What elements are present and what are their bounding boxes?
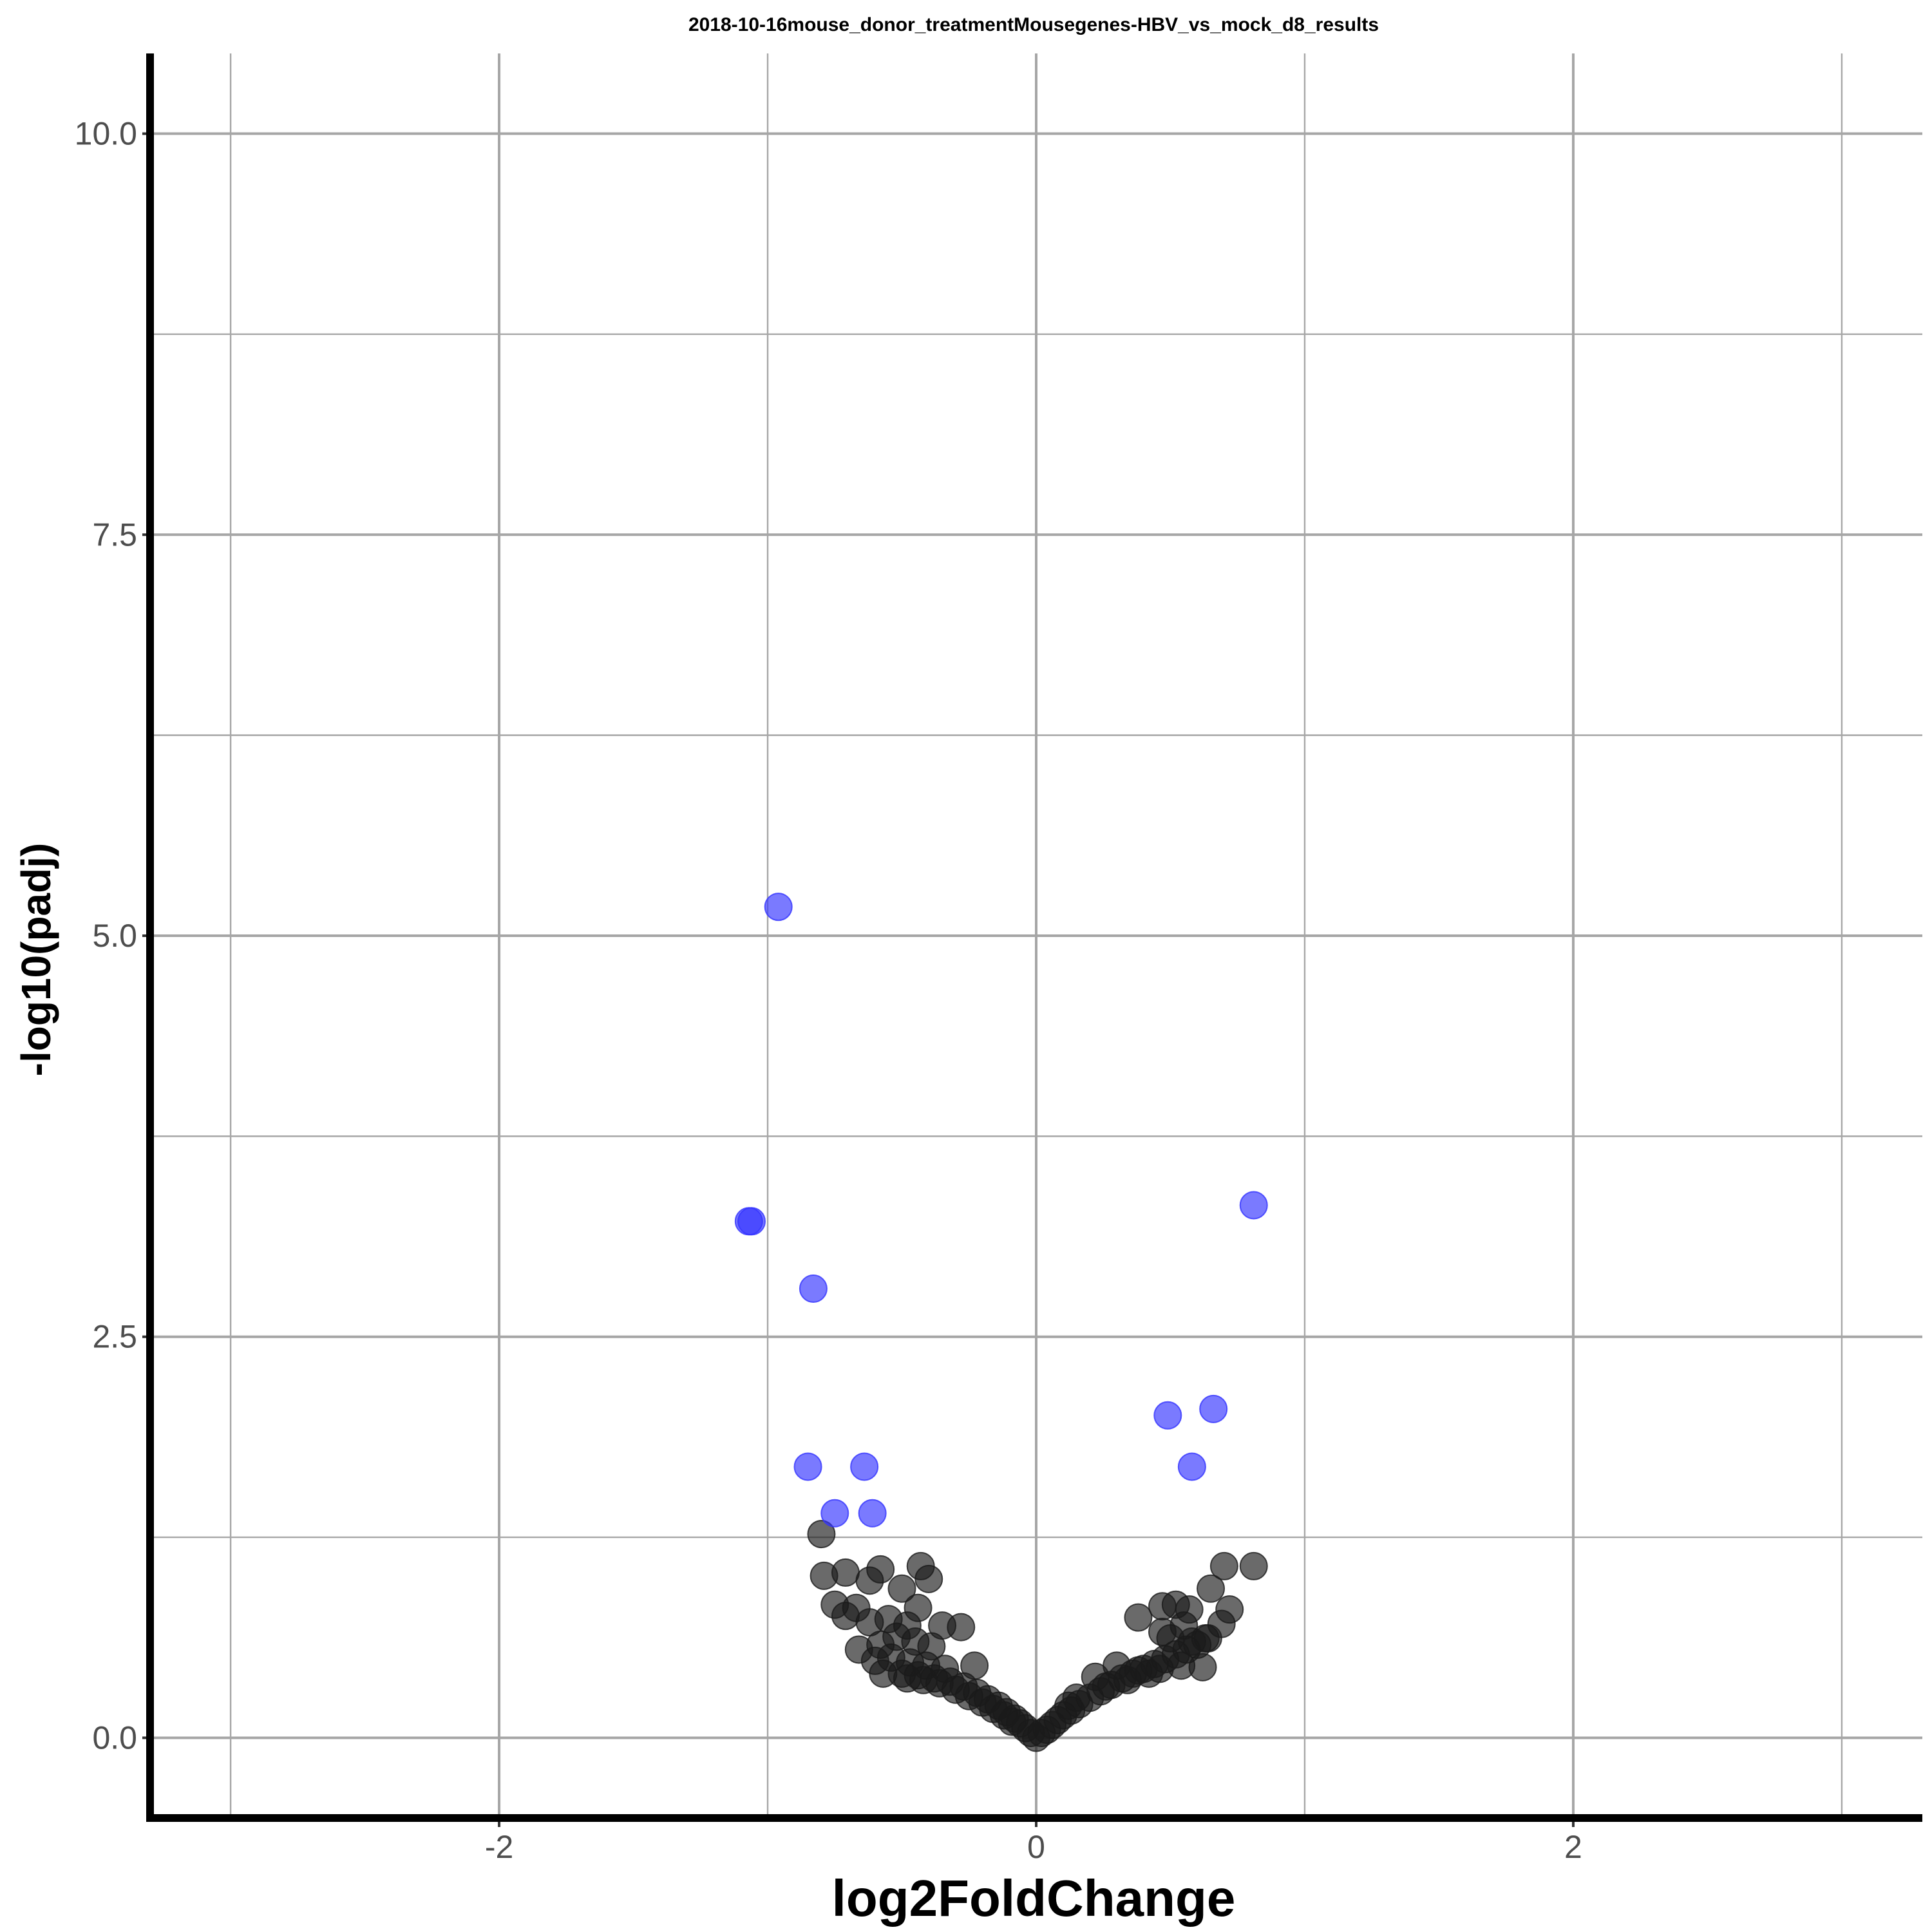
point (866, 1555, 895, 1584)
point (1209, 1551, 1238, 1580)
x-tick-label: -2 (485, 1829, 513, 1865)
grid-lines (150, 53, 1922, 1818)
significant-point (799, 1274, 828, 1303)
point (998, 1707, 1027, 1736)
x-tick-label: 2 (1564, 1829, 1582, 1865)
axes (146, 53, 1922, 1822)
significant-point (764, 893, 793, 922)
point (1135, 1659, 1164, 1688)
tick-labels: 0.0 2.5 5.0 7.5 10.0 -2 0 2 (75, 116, 1582, 1865)
point (947, 1613, 976, 1642)
y-tick-label: 7.5 (92, 516, 137, 553)
significant-point (850, 1452, 879, 1481)
point (887, 1574, 916, 1603)
point (831, 1602, 860, 1631)
y-tick-label: 10.0 (75, 116, 137, 152)
point (1188, 1653, 1217, 1681)
x-tick-label: 0 (1027, 1829, 1045, 1865)
point (914, 1564, 943, 1593)
point (1215, 1595, 1244, 1624)
point (807, 1520, 836, 1549)
significant-point (1177, 1452, 1206, 1481)
significant-point (1199, 1394, 1228, 1423)
significant-point (793, 1452, 822, 1481)
significant-point (737, 1207, 766, 1236)
point (1170, 1611, 1198, 1640)
significant-point (1239, 1191, 1268, 1220)
significant-point (1153, 1401, 1182, 1430)
y-tick-label: 2.5 (92, 1319, 137, 1355)
y-axis-label: -log10(padj) (13, 843, 59, 1077)
point (1239, 1551, 1268, 1580)
chart-title: 2018-10-16mouse_donor_treatmentMousegene… (688, 14, 1379, 35)
y-tick-label: 0.0 (92, 1719, 137, 1756)
x-axis-label: log2FoldChange (832, 1870, 1236, 1927)
point (1124, 1603, 1153, 1632)
data-points (734, 893, 1268, 1752)
y-tick-label: 5.0 (92, 918, 137, 954)
point (1197, 1574, 1226, 1603)
point (893, 1664, 922, 1693)
point (1054, 1691, 1083, 1720)
point (831, 1558, 860, 1587)
significant-point (858, 1499, 887, 1528)
significant-point (820, 1499, 849, 1528)
